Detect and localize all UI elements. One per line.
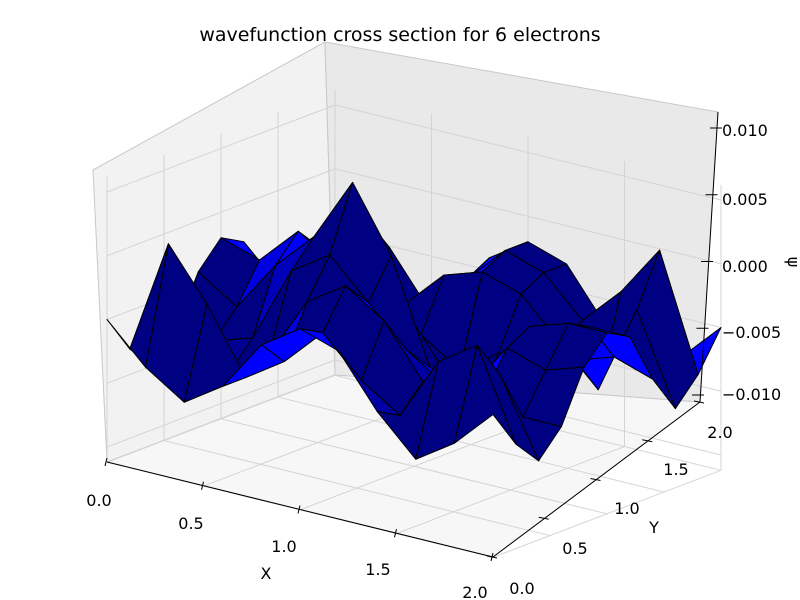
y-tick-labels: 0.0 0.5 1.0 1.5 2.0 [509, 423, 732, 598]
gridline [220, 418, 608, 515]
z-tick-label: −0.010 [722, 385, 781, 404]
tick-mark [104, 457, 108, 467]
x-tick-label: 1.5 [365, 560, 390, 579]
y-axis-label: Y [648, 518, 659, 537]
x-axis-label: X [261, 564, 272, 583]
x-tick-label: 1.0 [271, 537, 296, 556]
y-tick-label: 1.5 [663, 460, 688, 479]
surface [106, 181, 722, 462]
y-tick-label: 2.0 [707, 423, 732, 442]
gridline [334, 104, 722, 201]
gridline [106, 359, 336, 448]
x-tick-label: 0.0 [86, 491, 111, 510]
z-axis-label: ψ [784, 257, 800, 268]
gridline [277, 396, 665, 493]
tick-mark [538, 516, 549, 520]
tick-mark [394, 529, 397, 538]
z-tick-label: 0.000 [722, 257, 768, 276]
x-tick-labels: 0.0 0.5 1.0 1.5 2.0 [86, 491, 487, 600]
tick-mark [201, 481, 204, 490]
x-tick-label: 0.5 [178, 514, 203, 533]
x-axis-line [106, 461, 494, 558]
z-tick-label: −0.005 [722, 323, 781, 342]
y-tick-label: 0.0 [509, 579, 534, 598]
tick-mark [490, 552, 494, 562]
gridline [492, 469, 722, 558]
gridline [396, 446, 625, 535]
z-tick-label: 0.010 [722, 121, 768, 140]
tick-marks [104, 127, 722, 562]
gridline [334, 168, 722, 265]
y-tick-label: 1.0 [614, 499, 639, 518]
z-tick-labels: −0.010 −0.005 0.000 0.005 0.010 [722, 121, 781, 404]
surface-patch [453, 344, 517, 445]
y-tick-label: 0.5 [562, 539, 587, 558]
x-tick-label: 2.0 [462, 583, 487, 600]
tick-mark [642, 439, 653, 443]
z-tick-label: 0.005 [722, 190, 768, 209]
gridline [106, 168, 336, 257]
z-axis-line [699, 111, 719, 403]
tick-mark [590, 478, 601, 481]
tick-mark [297, 505, 301, 514]
chart-title: wavefunction cross section for 6 electro… [199, 24, 600, 46]
tick-mark [693, 400, 705, 404]
gridline [106, 104, 336, 193]
